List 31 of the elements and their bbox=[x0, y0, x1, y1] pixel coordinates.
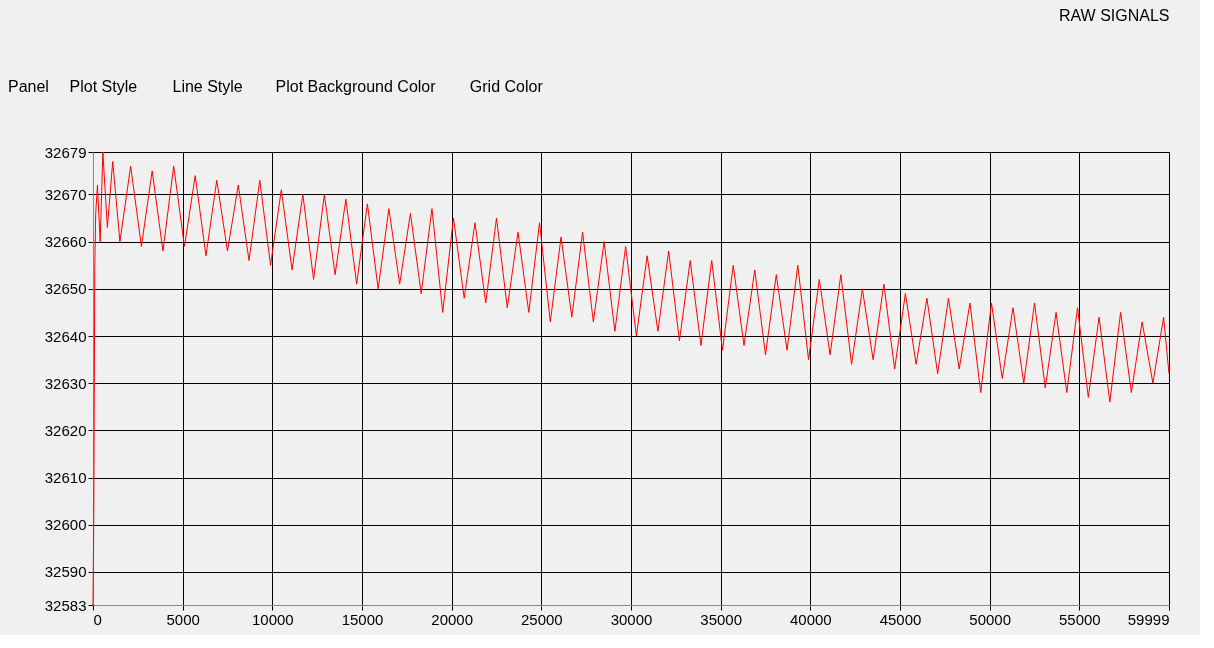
y-tick-label: 32590 bbox=[44, 563, 87, 581]
y-tick-label: 32650 bbox=[44, 280, 87, 298]
y-tick-label: 32600 bbox=[44, 516, 87, 534]
text: Plot Style bbox=[69, 78, 138, 95]
x-tick-label: 0 bbox=[93, 610, 102, 628]
x-tick-label: 35000 bbox=[700, 610, 743, 628]
x-tick-label: 20000 bbox=[431, 610, 474, 628]
x-tick-label: 45000 bbox=[879, 610, 922, 628]
text: Panel bbox=[8, 78, 49, 95]
x-tick-label: 25000 bbox=[520, 610, 563, 628]
x-tick-label: 5000 bbox=[166, 610, 200, 628]
y-tick-label: 32630 bbox=[44, 374, 87, 392]
text: Plot Background Color bbox=[275, 78, 437, 95]
y-tick-label: 32670 bbox=[44, 185, 87, 203]
x-tick-label: 30000 bbox=[610, 610, 653, 628]
y-tick-label: 32583 bbox=[44, 596, 87, 614]
chart-title: RAW SIGNALS bbox=[1058, 7, 1170, 24]
x-tick-label: 55000 bbox=[1058, 610, 1101, 628]
text: Line Style bbox=[172, 78, 243, 95]
y-tick-label: 32620 bbox=[44, 421, 87, 439]
y-tick-label: 32679 bbox=[44, 143, 87, 161]
x-tick-label: 50000 bbox=[969, 610, 1012, 628]
y-tick-label: 32640 bbox=[44, 327, 87, 345]
y-tick-label: 32660 bbox=[44, 233, 87, 251]
x-tick-label: 40000 bbox=[789, 610, 832, 628]
y-tick-label: 32610 bbox=[44, 469, 87, 487]
line-series bbox=[92, 151, 1170, 606]
x-tick-label: 10000 bbox=[251, 610, 294, 628]
text: Grid Color bbox=[469, 78, 544, 95]
x-tick-label: 59999 bbox=[1127, 610, 1170, 628]
x-tick-label: 15000 bbox=[341, 610, 384, 628]
